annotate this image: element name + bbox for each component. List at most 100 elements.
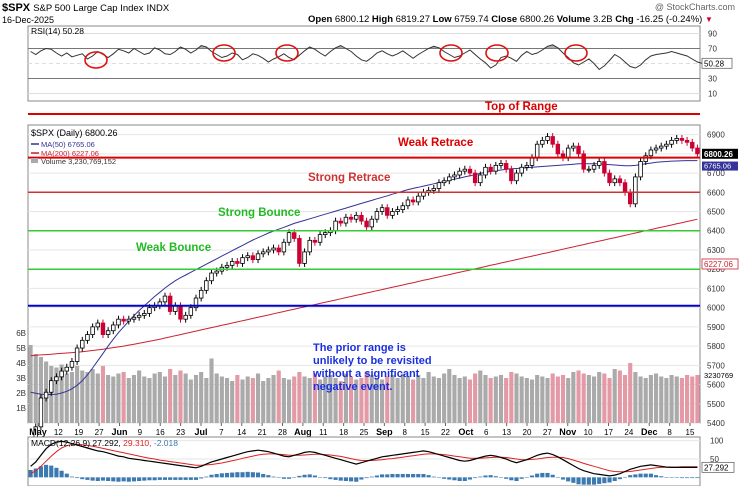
rsi-highlight-circle [212, 44, 236, 62]
candle-body [488, 166, 493, 172]
volume-bar [638, 376, 643, 423]
ma50-tag-box [702, 161, 738, 171]
rsi-last-box [701, 57, 733, 69]
open-value: 6800.12 [334, 14, 370, 25]
macd-histogram-bar [147, 477, 152, 481]
price-tick-label: 5500 [707, 400, 725, 409]
macd-histogram-bar [137, 477, 142, 481]
candle-body [416, 195, 421, 203]
macd-histogram-bar [131, 477, 137, 482]
candle-body [478, 174, 483, 184]
volume-bar [602, 373, 607, 423]
price-tick-label: 5900 [707, 323, 725, 332]
volume-bar [126, 378, 131, 423]
x-tick-label: Jun [111, 427, 127, 437]
macd-histogram-bar [162, 477, 168, 480]
x-tick-label: 14 [237, 428, 246, 437]
candle-body [669, 139, 674, 145]
volume-bar [540, 376, 545, 423]
volume-label: Volume [556, 14, 591, 25]
rsi-highlight-circle [275, 44, 299, 62]
macd-histogram-bar [421, 474, 426, 478]
macd-histogram-bar [514, 477, 519, 481]
index-name: S&P 500 Large Cap Index [33, 3, 144, 14]
macd-histogram-bar [224, 472, 230, 478]
candle-body [648, 149, 654, 157]
candle-body [565, 147, 571, 159]
macd-histogram-bar [498, 477, 504, 478]
macd-histogram-bar [602, 477, 607, 484]
volume-bar [121, 372, 126, 423]
macd-histogram-bar [431, 476, 436, 478]
candle-body [653, 147, 659, 151]
volume-bar [183, 373, 188, 423]
chg-label: Chg [615, 14, 634, 25]
candle-body [555, 143, 561, 155]
candle-body [193, 297, 199, 309]
candle-body [514, 172, 519, 182]
macd-histogram-bar [473, 477, 478, 479]
volume-bar [612, 369, 617, 423]
macd-histogram-bar [653, 475, 659, 478]
macd-histogram-bar [292, 477, 297, 478]
macd-histogram-bar [571, 477, 576, 483]
rsi-tick-label: 10 [708, 90, 717, 99]
volume-bar [586, 375, 591, 423]
macd-histogram-bar [597, 477, 602, 484]
volume-bar [199, 372, 204, 423]
volume-bar [617, 370, 622, 423]
macd-title-part: MACD(12,26,9) [31, 438, 92, 448]
macd-histogram-bar [328, 477, 333, 480]
volume-bar [405, 376, 411, 423]
candle-body [80, 339, 85, 349]
candle-body [684, 139, 690, 143]
macd-histogram-bar [411, 474, 416, 478]
candle-body [462, 168, 468, 172]
price-tick-label: 5600 [707, 381, 725, 390]
macd-histogram-bar [416, 474, 421, 478]
macd-histogram-bar [333, 477, 338, 480]
macd-histogram-bar [111, 477, 116, 482]
candle-body [622, 182, 628, 193]
volume-bar [188, 379, 193, 423]
volume-bar [245, 376, 250, 423]
volume-bar [483, 375, 488, 423]
volume-bar [219, 376, 224, 423]
macd-histogram-bar [312, 475, 317, 478]
candle-body [312, 239, 318, 243]
volume-bar [457, 378, 462, 423]
candle-body [591, 164, 597, 170]
volume-bar [442, 373, 447, 423]
volume-bar [643, 378, 648, 423]
rsi-highlight-circle [84, 51, 108, 69]
volume-bar [147, 378, 152, 423]
volume-bar [312, 373, 317, 423]
candle-body [323, 232, 328, 235]
macd-histogram-bar [643, 473, 648, 478]
volume-bar [111, 376, 116, 423]
price-tick-label: 6000 [707, 304, 725, 313]
candle-body [302, 251, 307, 264]
macd-last-label: 27.292 [704, 463, 729, 472]
candle-body [612, 178, 617, 184]
candle-body [457, 170, 462, 176]
volume-bar [685, 375, 690, 423]
candle-body [385, 207, 390, 216]
candle-body [183, 314, 188, 320]
volume-bar [59, 364, 64, 423]
candle-body [390, 211, 395, 216]
candle-body [224, 264, 230, 268]
volume-bar [224, 378, 230, 423]
x-tick-label: Nov [559, 427, 576, 437]
price-tick-label: 6400 [707, 227, 725, 236]
volume-bar [504, 378, 509, 423]
candle-body [136, 314, 142, 318]
volume-bar [524, 378, 529, 423]
candle-body [204, 280, 209, 291]
macd-histogram-bar [235, 472, 240, 478]
volume-bar [364, 372, 369, 423]
macd-histogram-bar [281, 477, 286, 479]
macd-histogram-bar [54, 467, 59, 478]
volume-bar [633, 372, 638, 423]
macd-histogram-bar [380, 474, 385, 478]
